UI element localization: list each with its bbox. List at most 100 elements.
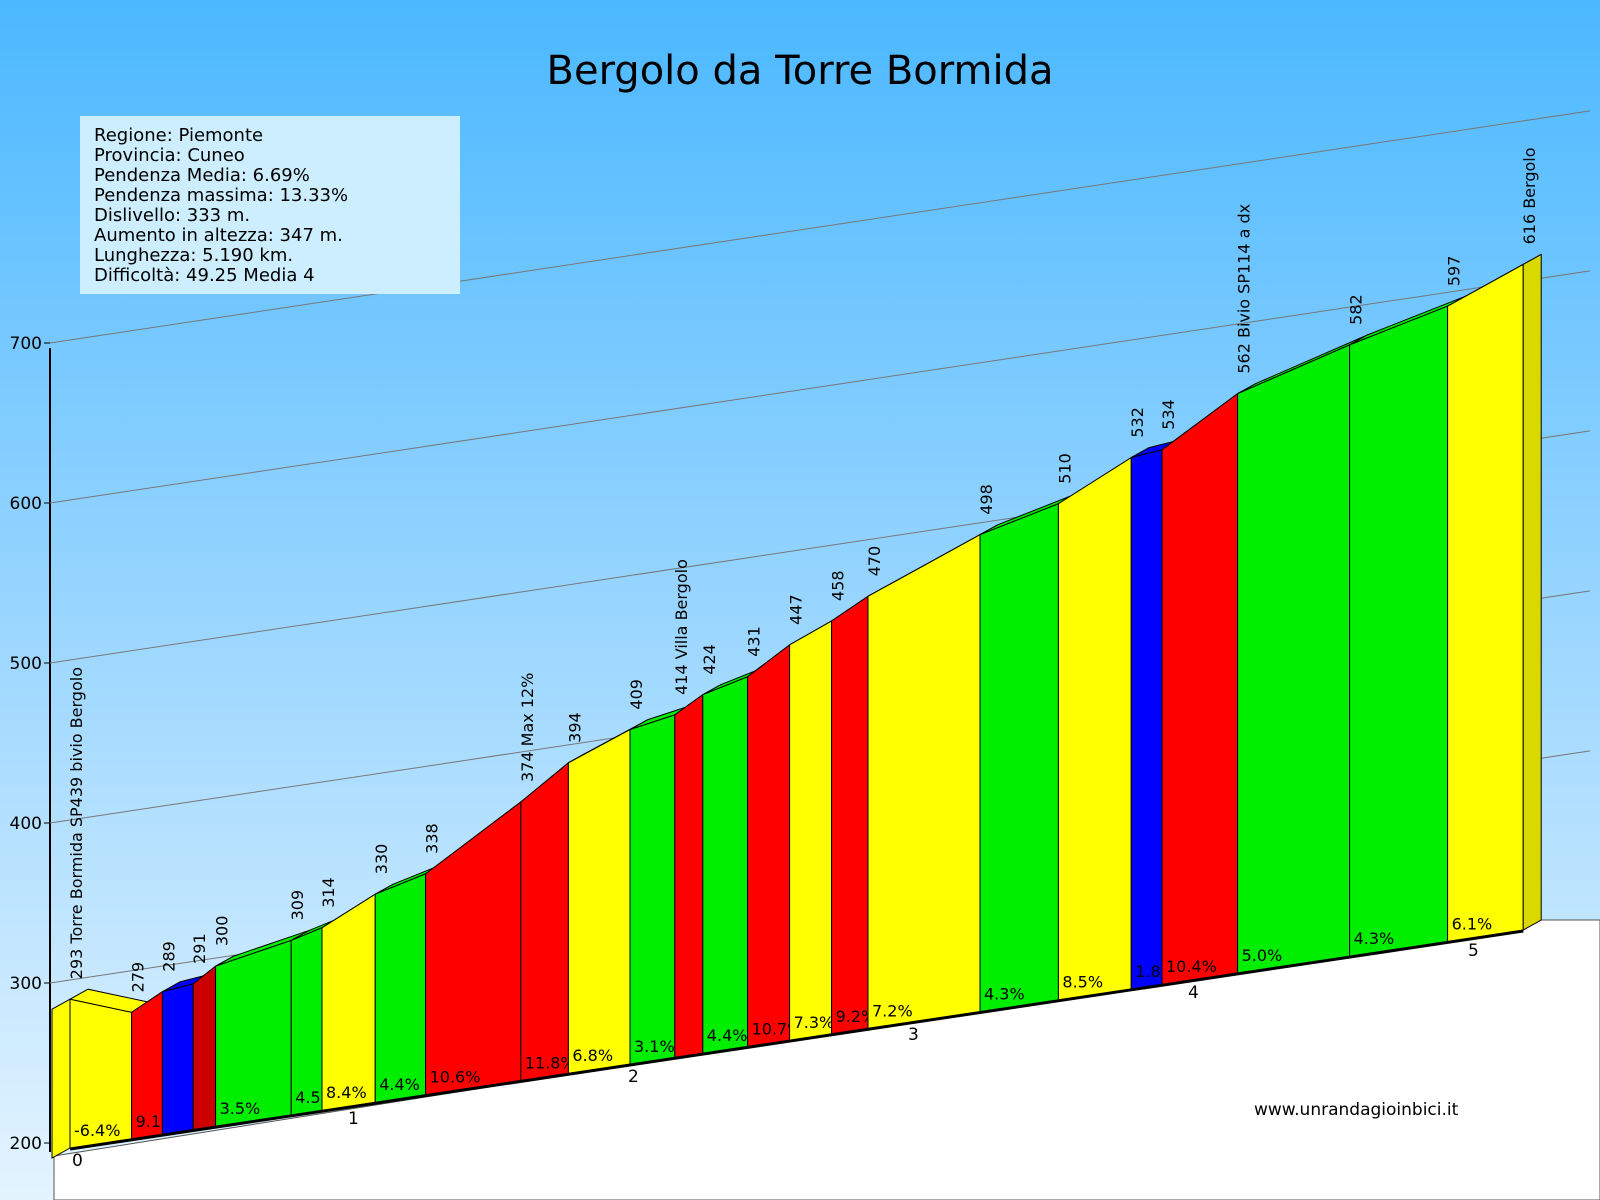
elevation-label-1: 279 [129, 962, 148, 993]
y-tick-label: 300 [10, 974, 42, 994]
info-box: Regione: Piemonte Provincia: Cuneo Pende… [80, 116, 460, 294]
segment-face-3 [192, 965, 217, 1131]
elevation-label-text: 447 [787, 594, 806, 625]
segment-face-9 [520, 761, 569, 1081]
elevation-label-3: 291 [190, 933, 209, 964]
segment-face-18 [979, 503, 1059, 1013]
segment-face-23 [1349, 305, 1449, 957]
elevation-label-5: 309 [288, 890, 307, 921]
segment-face-17 [867, 533, 981, 1029]
gradient-label-18: 4.3% [984, 985, 1025, 1004]
info-total-ascent: Aumento in altezza: 347 m. [94, 225, 343, 246]
elevation-label-text: 616 Bergolo [1520, 147, 1539, 244]
elevation-label-text: 279 [129, 962, 148, 993]
elevation-label-text: 394 [565, 712, 584, 743]
segment-face-15 [789, 620, 833, 1041]
x-tick-label: 0 [72, 1151, 83, 1171]
elevation-label-9: 374 Max 12% [518, 673, 537, 782]
elevation-label-text: 424 [700, 644, 719, 675]
elevation-label-text: 597 [1445, 256, 1464, 287]
elevation-label-2: 289 [159, 941, 178, 972]
elevation-label-text: 300 [213, 916, 232, 947]
info-length: Lunghezza: 5.190 km. [94, 245, 294, 266]
elevation-label-20: 532 [1128, 407, 1147, 438]
gradient-label-8: 10.6% [430, 1068, 481, 1087]
elevation-label-text: 510 [1055, 453, 1074, 484]
y-tick-label: 600 [10, 494, 42, 514]
y-tick-label: 400 [10, 814, 42, 834]
gradient-label-23: 4.3% [1354, 929, 1395, 948]
gradient-label-19: 8.5% [1062, 973, 1103, 992]
x-tick-label: 2 [628, 1067, 639, 1087]
elevation-label-text: 582 [1347, 294, 1366, 325]
info-elevation-diff: Dislivello: 333 m. [94, 205, 251, 226]
segment-face-5 [290, 927, 323, 1116]
info-avg-gradient: Pendenza Media: 6.69% [94, 165, 310, 186]
elevation-label-12: 414 Villa Bergolo [672, 559, 691, 695]
gradient-label-10: 6.8% [572, 1046, 613, 1065]
gradient-label-21: 10.4% [1166, 957, 1217, 976]
x-tick-label: 1 [348, 1109, 359, 1129]
gridline [49, 270, 1591, 504]
elevation-label-22: 562 Bivio SP114 a dx [1235, 204, 1254, 374]
gradient-label-9: 11.8% [525, 1053, 576, 1072]
elevation-label-text: 374 Max 12% [518, 673, 537, 782]
info-max-gradient: Pendenza massima: 13.33% [94, 185, 349, 206]
gradient-label-6: 8.4% [326, 1083, 367, 1102]
segment-face-6 [321, 893, 376, 1111]
elevation-label-11: 409 [627, 679, 646, 710]
elevation-label-text: 458 [829, 570, 848, 601]
gradient-label-11: 3.1% [634, 1037, 675, 1056]
elevation-label-text: 338 [423, 823, 442, 854]
elevation-label-4: 300 [213, 916, 232, 947]
info-difficulty: Difficoltà: 49.25 Media 4 [94, 265, 315, 286]
segment-face-7 [374, 873, 427, 1103]
elevation-label-text: 314 [319, 877, 338, 908]
elevation-label-text: 498 [977, 484, 996, 515]
elevation-label-6: 314 [319, 877, 338, 908]
info-region: Regione: Piemonte [94, 125, 264, 146]
elevation-label-25: 616 Bergolo [1520, 147, 1539, 244]
gradient-label-24: 6.1% [1452, 914, 1493, 933]
segment-face-20 [1130, 449, 1163, 990]
segment-side-end [1522, 253, 1542, 931]
gridline [49, 110, 1591, 344]
elevation-label-text: 534 [1159, 399, 1178, 430]
elevation-label-24: 597 [1445, 256, 1464, 287]
elevation-label-text: 409 [627, 679, 646, 710]
elevation-label-text: 470 [865, 546, 884, 577]
elevation-label-text: 414 Villa Bergolo [672, 559, 691, 695]
segment-side-start [51, 998, 71, 1159]
segment-face-13 [702, 676, 749, 1054]
segment-face-2 [161, 983, 194, 1135]
elevation-label-16: 458 [829, 570, 848, 601]
y-tick-label: 500 [10, 654, 42, 674]
y-tick-label: 200 [10, 1134, 42, 1154]
segment-face-14 [747, 643, 791, 1047]
elevation-label-10: 394 [565, 712, 584, 743]
elevation-label-7: 330 [372, 844, 391, 875]
segment-face-24 [1447, 263, 1524, 942]
y-tick-label: 700 [10, 334, 42, 354]
elevation-label-21: 534 [1159, 399, 1178, 430]
website-credit: www.unrandagioinbici.it [1254, 1100, 1459, 1120]
x-tick-label: 4 [1188, 983, 1199, 1003]
elevation-label-19: 510 [1055, 453, 1074, 484]
gradient-label-4: 3.5% [220, 1099, 261, 1118]
gradient-label-22: 5.0% [1242, 946, 1283, 965]
elevation-label-23: 582 [1347, 294, 1366, 325]
elevation-label-14: 431 [745, 626, 764, 657]
segment-face-12 [674, 693, 704, 1058]
elevation-label-text: 562 Bivio SP114 a dx [1235, 204, 1254, 374]
elevation-label-8: 338 [423, 823, 442, 854]
segment-face-21 [1161, 392, 1239, 985]
elevation-label-0: 293 Torre Bormida SP439 bivio Bergolo [67, 667, 86, 979]
segment-face-19 [1057, 456, 1132, 1001]
elevation-label-text: 289 [159, 941, 178, 972]
gradient-label-13: 4.4% [707, 1026, 748, 1045]
elevation-label-text: 431 [745, 626, 764, 657]
gradient-label-17: 7.2% [872, 1001, 913, 1020]
segment-face-22 [1237, 344, 1351, 974]
